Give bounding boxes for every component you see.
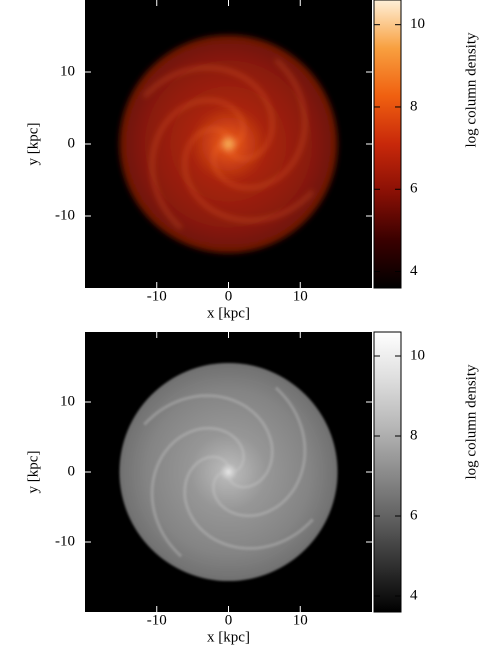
spiral-arm bbox=[143, 394, 274, 489]
colorbar-tick-label: 4 bbox=[410, 263, 418, 279]
y-axis-label: y [kpc] bbox=[25, 451, 41, 494]
y-tick-label: 10 bbox=[60, 393, 75, 409]
galaxy-disk bbox=[119, 34, 338, 254]
y-tick-label: -10 bbox=[55, 533, 75, 549]
y-tick-label: 0 bbox=[68, 463, 76, 479]
x-axis-label: x [kpc] bbox=[207, 629, 250, 645]
galaxy-disk bbox=[119, 362, 338, 582]
colorbar-label: log column density bbox=[463, 364, 479, 479]
colorbar-tick-label: 10 bbox=[410, 16, 425, 32]
x-tick-label: -10 bbox=[147, 288, 167, 304]
colorbar-label: log column density bbox=[463, 32, 479, 147]
y-tick-label: -10 bbox=[55, 207, 75, 223]
colorbar bbox=[373, 0, 402, 289]
x-tick-label: 0 bbox=[225, 612, 233, 628]
spiral-arm bbox=[183, 127, 314, 222]
y-tick-label: 10 bbox=[60, 63, 75, 79]
x-tick-label: 10 bbox=[293, 612, 308, 628]
colorbar-tick-label: 6 bbox=[410, 507, 418, 523]
spiral-arm bbox=[143, 66, 274, 161]
y-tick-label: 0 bbox=[68, 135, 76, 151]
colorbar bbox=[373, 331, 402, 613]
spiral-arm bbox=[150, 426, 246, 558]
y-axis-label: y [kpc] bbox=[25, 123, 41, 166]
colorbar-tick-label: 8 bbox=[410, 427, 418, 443]
colorbar-tick-label: 10 bbox=[410, 347, 425, 363]
spiral-arm bbox=[211, 386, 307, 518]
colorbar-tick-label: 6 bbox=[410, 181, 418, 197]
x-tick-label: 10 bbox=[293, 288, 308, 304]
colorbar-tick-label: 8 bbox=[410, 98, 418, 114]
spiral-arm bbox=[183, 455, 314, 550]
x-tick-label: -10 bbox=[147, 612, 167, 628]
colorbar-tick-label: 4 bbox=[410, 587, 418, 603]
x-tick-label: 0 bbox=[225, 288, 233, 304]
x-axis-label: x [kpc] bbox=[207, 305, 250, 321]
spiral-arm bbox=[211, 58, 307, 190]
spiral-arm bbox=[150, 98, 246, 230]
